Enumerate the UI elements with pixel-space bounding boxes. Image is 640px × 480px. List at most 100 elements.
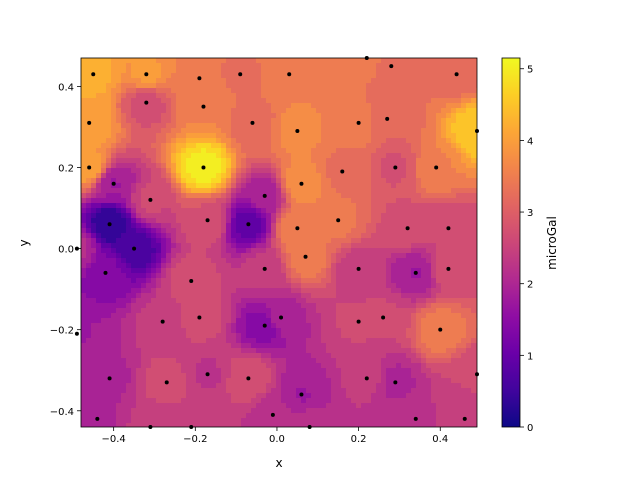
contour-cell — [236, 283, 242, 289]
contour-cell — [176, 118, 182, 124]
contour-cell — [461, 153, 467, 159]
contour-cell — [211, 283, 217, 289]
contour-cell — [111, 248, 117, 254]
contour-cell — [381, 128, 387, 134]
contour-cell — [281, 138, 287, 144]
contour-cell — [146, 188, 152, 194]
contour-cell — [146, 338, 152, 344]
contour-cell — [176, 203, 182, 209]
contour-cell — [466, 288, 472, 294]
contour-cell — [91, 78, 97, 84]
contour-cell — [191, 218, 197, 224]
plot-area — [81, 58, 477, 427]
contour-cell — [431, 323, 437, 329]
contour-cell — [316, 273, 322, 279]
contour-cell — [416, 228, 422, 234]
contour-cell — [186, 173, 192, 179]
contour-cell — [81, 243, 87, 249]
contour-cell — [86, 243, 92, 249]
contour-cell — [241, 198, 247, 204]
contour-cell — [336, 223, 342, 229]
contour-cell — [276, 213, 282, 219]
contour-cell — [146, 138, 152, 144]
contour-cell — [116, 243, 122, 249]
contour-cell — [271, 328, 277, 334]
contour-cell — [211, 218, 217, 224]
contour-cell — [346, 278, 352, 284]
contour-cell — [216, 108, 222, 114]
contour-cell — [96, 228, 102, 234]
contour-cell — [406, 298, 412, 304]
contour-cell — [151, 248, 157, 254]
contour-cell — [191, 308, 197, 314]
contour-cell — [351, 223, 357, 229]
contour-cell — [196, 338, 202, 344]
contour-cell — [86, 88, 92, 94]
contour-cell — [291, 98, 297, 104]
contour-cell — [251, 323, 257, 329]
contour-cell — [321, 223, 327, 229]
contour-cell — [306, 138, 312, 144]
contour-cell — [416, 108, 422, 114]
contour-cell — [241, 228, 247, 234]
contour-cell — [351, 238, 357, 244]
contour-cell — [81, 148, 87, 154]
contour-cell — [121, 168, 127, 174]
contour-cell — [381, 338, 387, 344]
contour-cell — [181, 83, 187, 89]
contour-cell — [431, 208, 437, 214]
contour-cell — [186, 293, 192, 299]
contour-cell — [336, 153, 342, 159]
contour-cell — [166, 118, 172, 124]
contour-cell — [216, 278, 222, 284]
contour-cell — [381, 173, 387, 179]
contour-cell — [126, 193, 132, 199]
contour-cell — [321, 343, 327, 349]
contour-cell — [221, 308, 227, 314]
contour-cell — [176, 283, 182, 289]
contour-cell — [291, 243, 297, 249]
contour-cell — [106, 328, 112, 334]
contour-cell — [386, 268, 392, 274]
contour-cell — [291, 108, 297, 114]
contour-cell — [461, 318, 467, 324]
contour-cell — [241, 303, 247, 309]
contour-cell — [346, 273, 352, 279]
contour-cell — [206, 358, 212, 364]
contour-cell — [171, 248, 177, 254]
contour-cell — [96, 173, 102, 179]
contour-cell — [186, 88, 192, 94]
contour-cell — [406, 318, 412, 324]
contour-cell — [436, 98, 442, 104]
contour-cell — [456, 343, 462, 349]
contour-cell — [161, 338, 167, 344]
contour-cell — [386, 123, 392, 129]
contour-cell — [176, 148, 182, 154]
contour-cell — [351, 58, 357, 64]
contour-cell — [96, 198, 102, 204]
contour-cell — [306, 168, 312, 174]
contour-cell — [326, 273, 332, 279]
contour-cell — [266, 198, 272, 204]
contour-cell — [211, 273, 217, 279]
contour-cell — [151, 238, 157, 244]
contour-cell — [191, 183, 197, 189]
contour-cell — [331, 73, 337, 79]
contour-cell — [351, 103, 357, 109]
contour-cell — [301, 233, 307, 239]
contour-cell — [456, 268, 462, 274]
contour-cell — [206, 128, 212, 134]
contour-cell — [201, 348, 207, 354]
contour-cell — [341, 153, 347, 159]
contour-cell — [171, 268, 177, 274]
contour-cell — [136, 303, 142, 309]
contour-cell — [416, 268, 422, 274]
contour-cell — [326, 358, 332, 364]
contour-cell — [136, 118, 142, 124]
contour-cell — [391, 193, 397, 199]
contour-cell — [216, 198, 222, 204]
contour-cell — [236, 188, 242, 194]
contour-cell — [401, 363, 407, 369]
contour-cell — [291, 343, 297, 349]
contour-cell — [451, 138, 457, 144]
